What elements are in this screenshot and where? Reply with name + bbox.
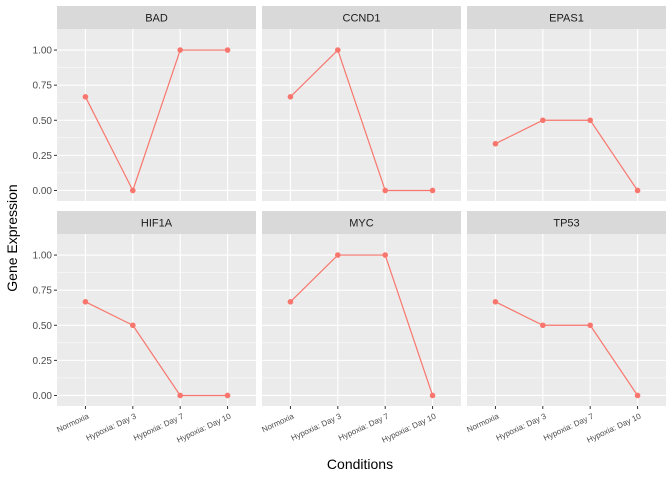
y-tick-label: 0.50	[33, 116, 53, 127]
data-point	[540, 117, 546, 124]
facet-strip	[57, 6, 256, 29]
y-tick-label: 0.50	[33, 321, 53, 332]
panel-background	[57, 234, 256, 406]
x-tick-label: Normoxia	[55, 411, 90, 434]
series-line	[495, 301, 639, 396]
data-point	[382, 187, 388, 194]
x-tick-label: Hypoxia: Day 10	[380, 411, 437, 444]
series-line	[290, 254, 434, 396]
data-point	[492, 140, 499, 147]
y-axis-title: Gene Expression	[4, 184, 20, 291]
facet-ccnd1: CCND1	[262, 6, 461, 201]
x-tick-label: Hypoxia: Day 3	[495, 411, 548, 442]
series-line	[290, 48, 433, 192]
facet-strip-label: CCND1	[343, 13, 381, 25]
series-line	[495, 119, 639, 191]
facet-myc: MYC	[262, 211, 461, 406]
panel-background	[262, 234, 461, 406]
y-tick-label: 1.00	[33, 251, 53, 262]
data-point	[382, 252, 388, 258]
data-point	[429, 187, 436, 194]
data-point	[634, 187, 641, 194]
data-point	[429, 392, 436, 399]
x-tick-label: Hypoxia: Day 3	[290, 411, 343, 442]
facet-strip-label: EPAS1	[549, 13, 584, 25]
y-axis-ticks: 0.00 0.25 0.50 0.75 1.00 0.00 0.25 0.50 0.75 1.00	[33, 46, 57, 402]
data-point	[492, 299, 499, 305]
panel-background	[262, 29, 461, 201]
series-line	[84, 49, 228, 193]
series-line	[85, 301, 228, 397]
facet-bad: BAD	[57, 6, 256, 201]
data-point	[335, 47, 341, 53]
facet-strip	[467, 6, 666, 29]
y-tick-label: 0.75	[33, 286, 53, 297]
data-point	[287, 94, 294, 100]
facet-epas1: EPAS1	[467, 6, 666, 201]
x-tick-label: Normoxia	[260, 411, 295, 434]
data-point	[224, 47, 231, 53]
x-tick-label: Hypoxia: Day 3	[85, 411, 138, 442]
data-point	[540, 322, 546, 329]
x-tick-label: Hypoxia: Day 10	[175, 411, 232, 444]
data-point	[335, 252, 341, 258]
facet-tp53: TP53	[467, 211, 666, 406]
x-axis-title: Conditions	[327, 456, 393, 472]
data-point	[130, 187, 136, 194]
panel-background	[467, 234, 666, 406]
facet-strip	[262, 6, 461, 29]
y-tick-label: 0.00	[33, 186, 53, 197]
y-tick-label: 1.00	[33, 46, 53, 57]
x-tick-label: Normoxia	[465, 411, 500, 434]
data-point	[634, 392, 641, 399]
data-point	[177, 392, 183, 399]
y-tick-label: 0.25	[33, 356, 53, 367]
x-tick-label: Hypoxia: Day 10	[585, 411, 642, 444]
data-point	[287, 299, 294, 305]
data-point	[82, 299, 89, 305]
data-point	[224, 392, 231, 399]
facet-strip-label: HIF1A	[141, 218, 173, 230]
facet-strip	[57, 211, 256, 234]
y-tick-label: 0.25	[33, 151, 53, 162]
data-point	[82, 94, 89, 100]
facet-strip	[467, 211, 666, 234]
facet-strip-label: TP53	[553, 218, 579, 230]
panel-background	[467, 29, 666, 201]
panel-background	[57, 29, 256, 201]
facet-strip-label: MYC	[349, 218, 374, 230]
data-point	[587, 322, 593, 329]
y-tick-label: 0.00	[33, 391, 53, 402]
facet-strip	[262, 211, 461, 234]
facet-strip-label: BAD	[145, 13, 168, 25]
facet-panels: BAD CCND1 EPAS1 HIF1A MYC TP53	[57, 6, 666, 406]
data-point	[177, 47, 183, 53]
facet-hif1a: HIF1A	[57, 211, 256, 406]
y-tick-label: 0.75	[33, 81, 53, 92]
data-point	[130, 322, 136, 329]
data-point	[587, 117, 593, 124]
